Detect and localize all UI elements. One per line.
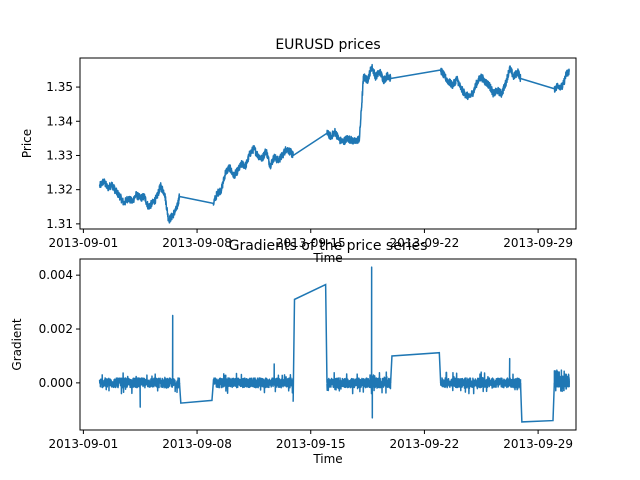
- x-tick-label: 2013-09-29: [503, 236, 573, 250]
- x-tick-label: 2013-09-01: [49, 437, 119, 451]
- price-chart: 2013-09-01 2013-09-08 2013-09-15 2013-09-22…: [20, 37, 577, 265]
- axes-frame: [79, 57, 577, 230]
- y-tick-label: 1.34: [46, 114, 73, 128]
- x-tick-label: 2013-09-08: [162, 236, 232, 250]
- x-tick-label: 2013-09-15: [276, 236, 346, 250]
- axes-frame: [79, 258, 577, 431]
- y-axis-label: Price: [20, 129, 34, 158]
- y-axis-label: Gradient: [10, 318, 24, 371]
- gradient-series-segment: [326, 266, 392, 419]
- gradient-series-segment: [212, 363, 294, 395]
- gradient-gap-line: [519, 382, 556, 423]
- x-tick-label: 2013-09-29: [503, 437, 573, 451]
- x-axis-label: Time: [312, 251, 342, 265]
- chart-title: EURUSD prices: [275, 37, 380, 53]
- price-series-line: [98, 63, 570, 224]
- chart-title: Gradients of the price series: [229, 238, 428, 254]
- x-tick-label: 2013-09-22: [390, 236, 460, 250]
- y-tick-label: 1.32: [46, 183, 73, 197]
- x-tick-label: 2013-09-15: [276, 437, 346, 451]
- y-tick-label: 1.35: [46, 80, 73, 94]
- x-axis-label: Time: [312, 452, 342, 466]
- gradient-gap-line: [178, 382, 215, 404]
- y-tick-label: 1.33: [46, 148, 73, 162]
- gradient-series-segment: [553, 369, 570, 393]
- y-tick-label: 1.31: [46, 217, 73, 231]
- x-tick-label: 2013-09-22: [390, 437, 460, 451]
- y-tick-label: 0.002: [39, 322, 73, 336]
- y-tick-label: 0.004: [39, 268, 73, 282]
- gradient-gap-line: [389, 351, 442, 383]
- x-tick-label: 2013-09-01: [49, 236, 119, 250]
- x-tick-label: 2013-09-08: [162, 437, 232, 451]
- y-tick-label: 0.000: [39, 376, 73, 390]
- gradient-gap-line: [292, 283, 328, 402]
- gradient-chart: 2013-09-01 2013-09-08 2013-09-15 2013-09-22…: [10, 238, 577, 466]
- gradient-series-segment: [98, 314, 181, 408]
- gradient-series-segment: [439, 357, 522, 395]
